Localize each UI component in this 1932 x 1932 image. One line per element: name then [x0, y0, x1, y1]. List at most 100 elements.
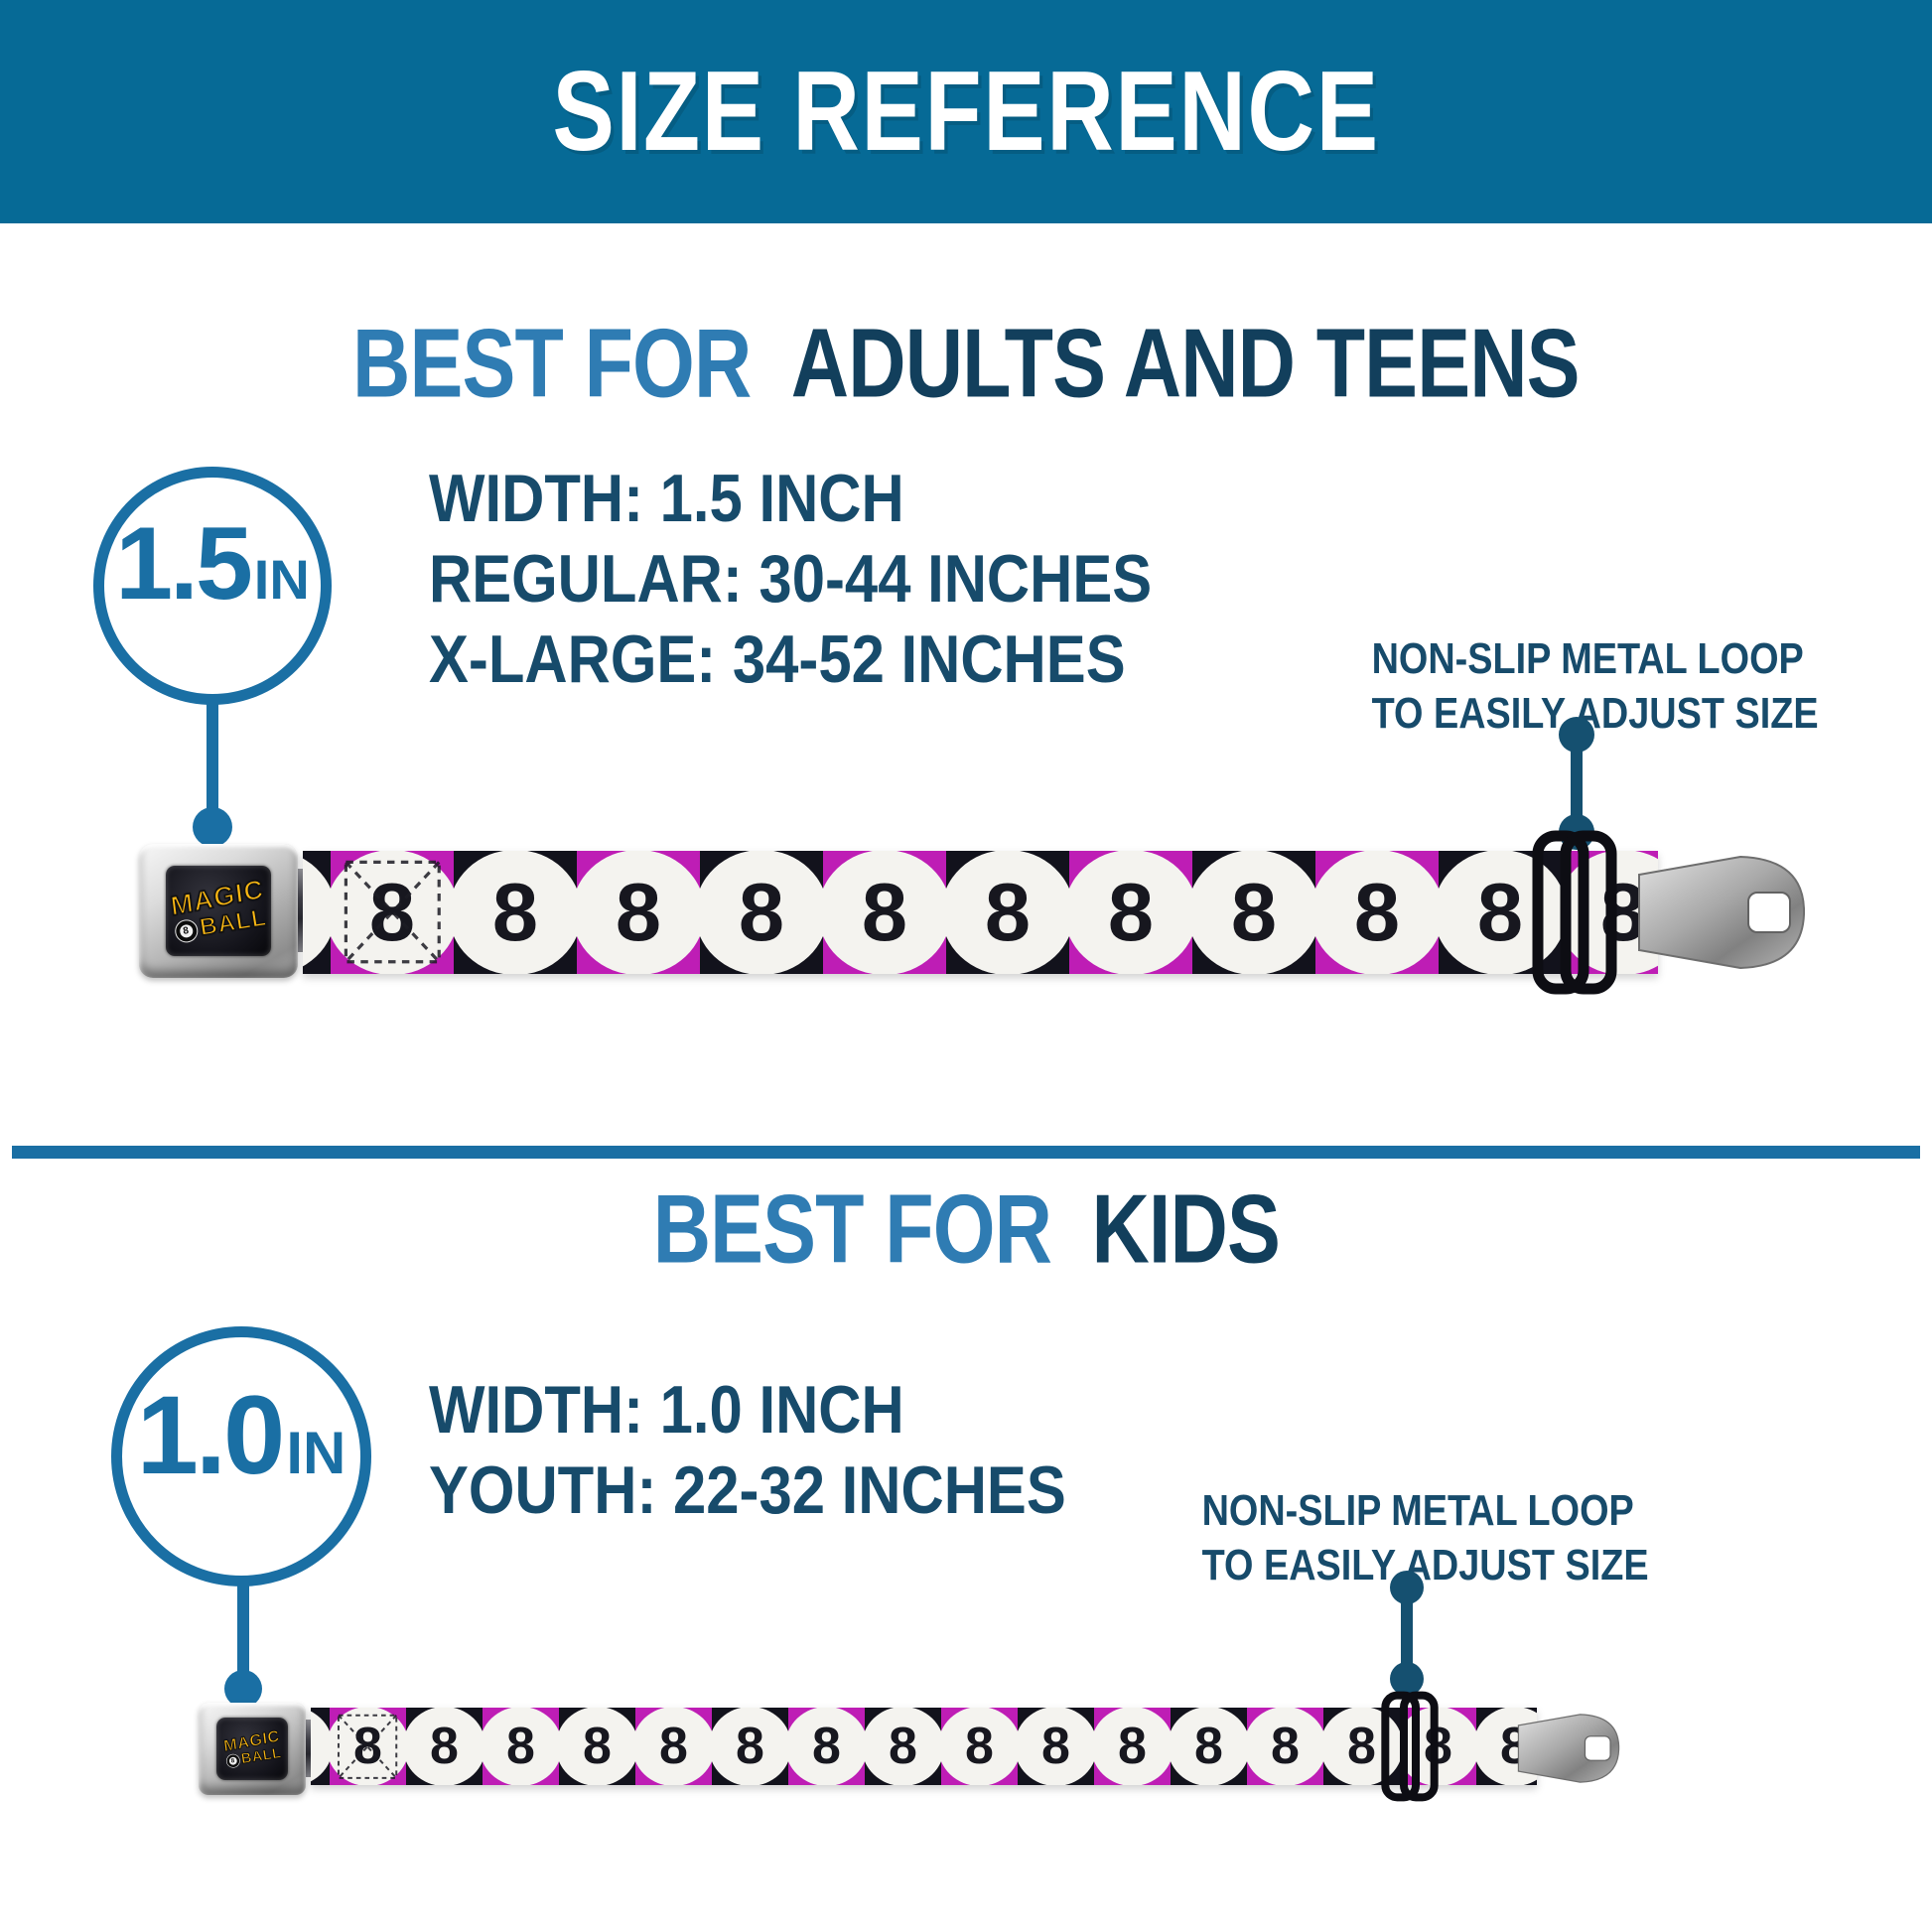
belt-pattern-cell: 8 — [1243, 1708, 1327, 1785]
belt-pattern-cell: 8 — [784, 1708, 869, 1785]
eight-ball-circle: 8 — [402, 1708, 486, 1785]
buckle-face: MAGIC 8 BALL — [216, 1717, 288, 1781]
eight-ball-circle: 8 — [1090, 1708, 1174, 1785]
spec-line: YOUTH: 22-32 INCHES — [429, 1452, 1066, 1528]
spec-line: X-LARGE: 34-52 INCHES — [429, 621, 1126, 697]
eight-ball-circle: 8 — [449, 851, 582, 974]
belt-pattern-cell: 8 — [1014, 1708, 1098, 1785]
callout-line: NON-SLIP METAL LOOP — [1201, 1486, 1634, 1535]
badge-value: 1.5 — [115, 506, 253, 621]
stitch-box — [344, 861, 441, 964]
belt-pattern-cell: 8 — [937, 1708, 1022, 1785]
belt-pattern-cell: 8 — [631, 1708, 716, 1785]
heading-prefix: BEST FOR — [652, 1173, 1051, 1285]
eight-ball-circle: 8 — [572, 851, 705, 974]
belt-pattern-cell: 8 — [708, 1708, 792, 1785]
eight-ball-circle: 8 — [941, 851, 1074, 974]
heading-rest: ADULTS AND TEENS — [790, 308, 1581, 419]
belt-pattern-cell: 8 — [941, 851, 1074, 974]
belt-pattern-cell: 8 — [572, 851, 705, 974]
banner: SIZE REFERENCE — [0, 0, 1932, 223]
belt-pattern-cell: 8 — [1090, 1708, 1174, 1785]
buckle-face: MAGIC 8 BALL — [166, 865, 271, 957]
magic-8-ball-logo: MAGIC 8 BALL — [221, 1726, 283, 1769]
eight-ball-icon: 8 — [224, 1752, 240, 1769]
section-heading-kids: BEST FOR KIDS — [0, 1173, 1932, 1285]
spec-line: WIDTH: 1.5 INCH — [429, 461, 904, 536]
eight-ball-circle: 8 — [479, 1708, 563, 1785]
callout-line: NON-SLIP METAL LOOP — [1371, 634, 1804, 683]
callout-pointer-dot-bottom — [1390, 1662, 1424, 1696]
width-badge-1-5in: 1.5 IN — [93, 467, 332, 705]
belt-kids: 88888888888888888 MAGIC 8 BALL — [199, 1690, 1648, 1805]
belt-pattern-cell: 8 — [449, 851, 582, 974]
seatbelt-buckle: MAGIC 8 BALL — [199, 1703, 306, 1795]
eight-ball-circle: 8 — [1167, 1708, 1251, 1785]
spec-line: WIDTH: 1.0 INCH — [429, 1372, 904, 1448]
belt-pattern-cell: 8 — [1311, 851, 1444, 974]
eight-ball-circle: 8 — [1243, 1708, 1327, 1785]
eight-ball-circle: 8 — [1187, 851, 1320, 974]
metal-adjuster-loop — [1532, 830, 1617, 995]
callout-line: TO EASILY ADJUST SIZE — [1201, 1541, 1649, 1589]
belt-pattern-cell: 8 — [311, 1708, 334, 1785]
belt-pattern-cell: 8 — [695, 851, 828, 974]
belt-pattern-cell: 8 — [1064, 851, 1197, 974]
spec-list-adults: WIDTH: 1.5 INCH REGULAR: 30-44 INCHES X-… — [429, 459, 1152, 700]
eight-ball-circle: 8 — [708, 1708, 792, 1785]
spec-line: REGULAR: 30-44 INCHES — [429, 541, 1153, 617]
eight-ball-circle: 8 — [784, 1708, 869, 1785]
section-divider — [12, 1146, 1920, 1159]
eight-ball-circle: 8 — [1434, 851, 1567, 974]
badge-pointer-line — [207, 701, 218, 814]
eight-ball-circle: 8 — [818, 851, 951, 974]
belt-pattern-cell: 8 — [818, 851, 951, 974]
eight-ball-circle: 8 — [937, 1708, 1022, 1785]
belt-pattern-cell: 8 — [326, 1708, 410, 1785]
eight-ball-circle: 8 — [326, 1708, 410, 1785]
badge-unit: IN — [286, 1420, 346, 1486]
eight-ball-circle: 8 — [1064, 851, 1197, 974]
badge-value: 1.0 — [136, 1373, 286, 1497]
eight-ball-circle: 8 — [861, 1708, 945, 1785]
callout-pointer-line — [1571, 735, 1583, 832]
belt-pattern-cell: 8 — [555, 1708, 639, 1785]
stitch-box — [338, 1714, 398, 1779]
belt-strap: 88888888888888888 — [311, 1708, 1537, 1785]
heading-rest: KIDS — [1091, 1173, 1280, 1285]
badge-pointer-dot — [224, 1670, 262, 1708]
callout-line: TO EASILY ADJUST SIZE — [1371, 689, 1819, 738]
heading-prefix: BEST FOR — [352, 308, 752, 419]
belt-pattern-cell: 8 — [326, 851, 459, 974]
seatbelt-buckle: MAGIC 8 BALL — [139, 844, 298, 978]
callout-pointer-line — [1401, 1587, 1413, 1679]
metal-loop-callout-adults: NON-SLIP METAL LOOP TO EASILY ADJUST SIZ… — [1371, 631, 1819, 741]
eight-ball-circle: 8 — [1014, 1708, 1098, 1785]
badge-pointer-line — [237, 1583, 249, 1680]
badge-pointer-dot — [193, 807, 232, 847]
belt-end-metal-tab — [1517, 1714, 1620, 1783]
eight-ball-circle: 8 — [326, 851, 459, 974]
eight-ball-circle: 8 — [631, 1708, 716, 1785]
eight-ball-circle: 8 — [555, 1708, 639, 1785]
belt-pattern-cell: 8 — [303, 851, 336, 974]
eight-ball-circle: 8 — [695, 851, 828, 974]
belt-pattern-cell: 8 — [1187, 851, 1320, 974]
belt-pattern-cell: 8 — [479, 1708, 563, 1785]
spec-list-kids: WIDTH: 1.0 INCH YOUTH: 22-32 INCHES — [429, 1370, 1066, 1531]
metal-adjuster-loop — [1381, 1691, 1439, 1802]
section-heading-adults: BEST FOR ADULTS AND TEENS — [0, 308, 1932, 419]
eight-ball-icon: 8 — [172, 917, 199, 944]
page-title: SIZE REFERENCE — [552, 49, 1380, 175]
belt-end-metal-tab — [1638, 855, 1805, 970]
belt-pattern-cell: 8 — [1167, 1708, 1251, 1785]
magic-8-ball-logo: MAGIC 8 BALL — [168, 873, 269, 944]
belt-pattern-cell: 8 — [402, 1708, 486, 1785]
eight-ball-circle: 8 — [1311, 851, 1444, 974]
eight-ball-circle: 8 — [311, 1708, 334, 1785]
width-badge-1-0in: 1.0 IN — [111, 1326, 371, 1587]
metal-loop-callout-kids: NON-SLIP METAL LOOP TO EASILY ADJUST SIZ… — [1201, 1483, 1649, 1592]
belt-pattern-cell: 8 — [861, 1708, 945, 1785]
